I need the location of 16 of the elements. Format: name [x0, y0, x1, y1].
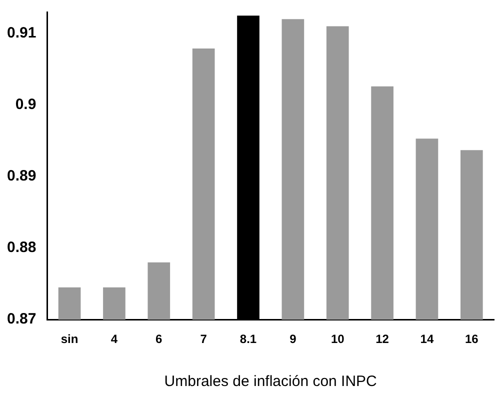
x-axis-title: Umbrales de inflación con INPC: [164, 373, 378, 390]
x-tick-label: 12: [376, 332, 390, 346]
x-tick-label: 14: [420, 332, 434, 346]
x-tick-label: 10: [330, 332, 345, 346]
x-tick-label: sin: [60, 332, 78, 346]
x-tick-label: 4: [110, 332, 118, 346]
y-tick-label: 0.91: [6, 24, 36, 42]
y-tick-label: 0.89: [6, 168, 36, 185]
x-tick-label: 9: [290, 332, 297, 346]
x-tick-label: 6: [156, 332, 163, 346]
x-tick-label: 16: [464, 332, 479, 346]
x-tick-label: 7: [200, 332, 208, 346]
y-tick-label: 0.87: [6, 310, 36, 328]
x-tick-label: 8.1: [240, 332, 257, 346]
y-tick-label: 0.9: [15, 96, 36, 114]
y-tick-label: 0.88: [6, 239, 36, 256]
